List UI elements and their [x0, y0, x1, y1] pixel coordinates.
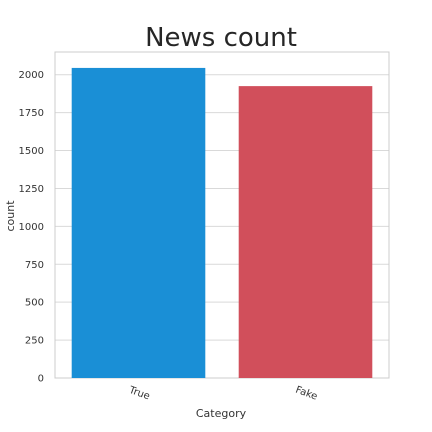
chart-title: News count	[145, 23, 297, 53]
y-axis-label: count	[4, 200, 17, 232]
y-tick-labels: 0 250 500 750 1000 1250 1500 1750 2000	[19, 70, 44, 384]
y-tick-label: 1250	[19, 184, 44, 195]
bar-true	[71, 67, 206, 378]
y-tick-label: 250	[25, 336, 44, 347]
bar-fake	[238, 86, 373, 379]
y-tick-label: 750	[25, 260, 44, 271]
y-tick-label: 0	[38, 374, 44, 385]
y-tick-label: 2000	[19, 70, 44, 81]
y-tick-label: 1000	[19, 222, 44, 233]
bars-group	[71, 67, 373, 379]
y-tick-label: 1500	[19, 146, 44, 157]
x-axis-label: Category	[196, 407, 247, 420]
y-tick-label: 1750	[19, 108, 44, 119]
plot-area-frame	[54, 51, 390, 379]
y-tick-label: 500	[25, 298, 44, 309]
